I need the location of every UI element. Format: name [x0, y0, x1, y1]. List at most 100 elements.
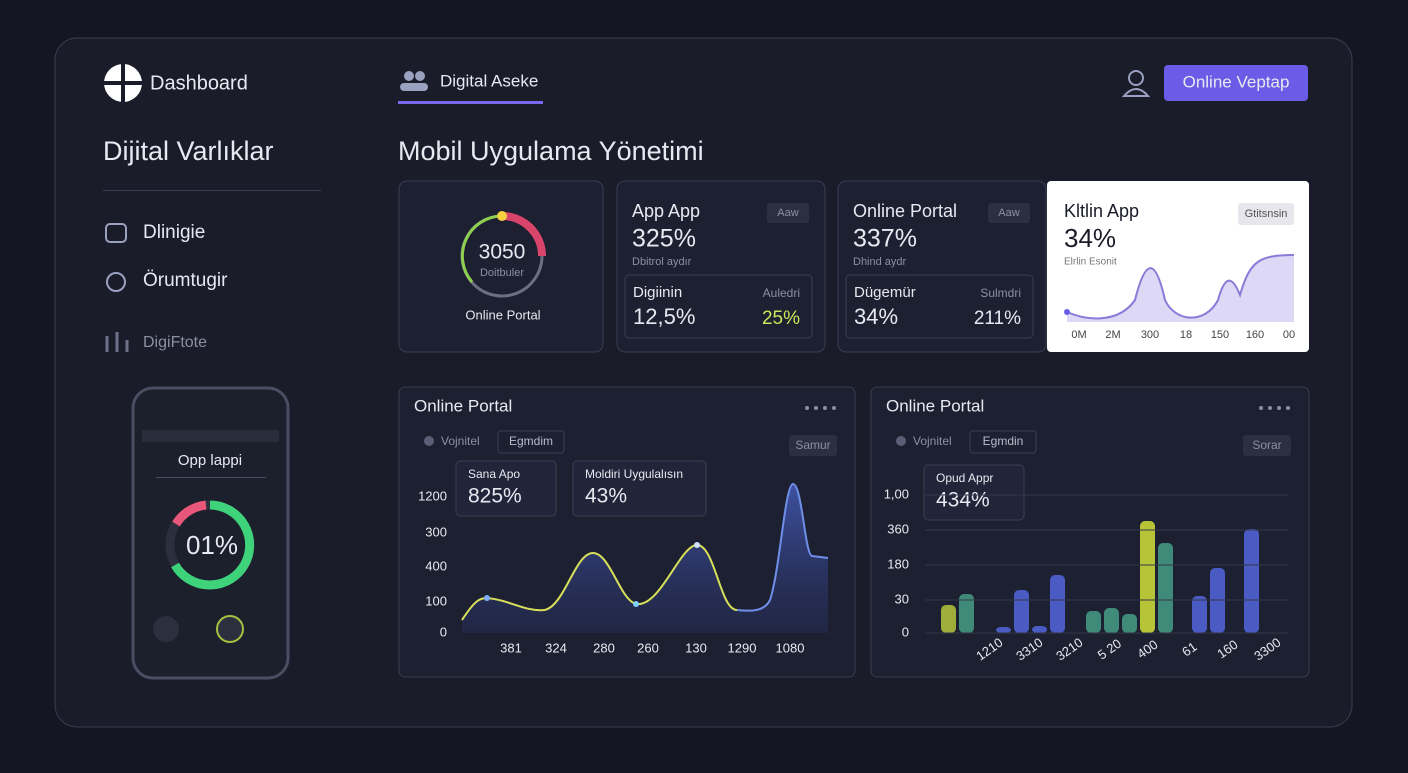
stat-label: Sana Apo [468, 467, 520, 481]
bar [1104, 608, 1119, 633]
y-label: 1,00 [884, 486, 909, 501]
menu-dot [823, 406, 827, 410]
button-label: Sorar [1252, 438, 1281, 452]
card-value: 325% [632, 225, 696, 253]
value: 12,5% [633, 304, 695, 329]
divider [156, 477, 266, 478]
y-label: 300 [425, 524, 447, 539]
card-value: 3050 [479, 241, 526, 264]
card-sub: Doitbuler [480, 267, 524, 279]
y-label: 360 [887, 521, 909, 536]
icon [105, 223, 127, 243]
point [1064, 309, 1070, 315]
badge [1238, 203, 1294, 225]
area [1067, 255, 1294, 322]
icon [105, 332, 129, 352]
menu-item[interactable]: Örumtugir [143, 270, 228, 291]
bar [1244, 529, 1259, 633]
label: Auledri [763, 286, 800, 300]
card-group: App App Aaw 325% Dbitrol aydır Digiinin Auled… [616, 180, 1047, 353]
y-label: 100 [425, 593, 447, 608]
x-label: 61 [1179, 639, 1199, 660]
label: Dügemür [854, 284, 916, 301]
label: Sulmdri [980, 286, 1021, 300]
x-label: 160 [1246, 329, 1264, 341]
badge-label: Aaw [777, 207, 798, 219]
menu-dot [1268, 406, 1272, 410]
stat-value: 825% [468, 485, 522, 508]
main-title: Mobil Uygulama Yönetimi [398, 136, 704, 166]
card [616, 180, 826, 353]
y-label: 400 [425, 558, 447, 573]
gauge-arc [172, 500, 207, 527]
bar [1050, 575, 1065, 633]
phone [131, 386, 290, 680]
card [837, 180, 1047, 353]
inner-box [624, 274, 813, 339]
x-label: 0M [1071, 329, 1086, 341]
card-title: App App [632, 201, 700, 221]
inner-box [845, 274, 1034, 339]
point [633, 601, 639, 607]
x-label: 1290 [728, 640, 757, 655]
chip [497, 430, 565, 454]
point [484, 595, 490, 601]
icon [424, 436, 434, 446]
gauge-value: 01% [186, 530, 238, 560]
chip-label: Egmdin [983, 434, 1024, 448]
stat-box [923, 464, 1025, 521]
bars [941, 521, 1259, 633]
gauge-arc [171, 500, 255, 590]
stat-label: Opud Appr [936, 471, 993, 485]
menu-item[interactable]: DigiFtote [143, 334, 207, 351]
card-title: Online Portal [853, 201, 957, 221]
card-sub: Elrlin Esonit [1064, 257, 1117, 268]
bar [1032, 626, 1047, 633]
bar [1140, 521, 1155, 633]
y-label: 30 [895, 591, 909, 606]
stat-box [455, 460, 557, 517]
badge [988, 203, 1030, 223]
x-label: 324 [545, 640, 567, 655]
bar [1192, 596, 1207, 633]
button[interactable] [789, 435, 837, 456]
card-label: Online Portal [465, 307, 540, 322]
y-label: 0 [440, 624, 447, 639]
bar [1122, 614, 1137, 633]
tab[interactable]: Digital Aseke [440, 71, 538, 90]
value: 25% [762, 308, 800, 329]
bar [996, 627, 1011, 633]
x-label: 2M [1105, 329, 1120, 341]
menu-dot [1286, 406, 1290, 410]
y-label: 0 [902, 624, 909, 639]
phone-button [216, 615, 244, 643]
menu-dot [1259, 406, 1263, 410]
tab-icon [400, 71, 428, 91]
menu-item[interactable]: Dlinigie [143, 222, 205, 243]
x-label: 150 [1211, 329, 1229, 341]
button[interactable] [1164, 65, 1308, 101]
point [694, 542, 700, 548]
divider [103, 190, 321, 191]
chip-label: Egmdim [509, 434, 553, 448]
button-label[interactable]: Online Veptap [1183, 72, 1290, 91]
gauge-arc [501, 212, 546, 257]
stat-label: Moldiri Uygulalısın [585, 467, 683, 481]
bar [1158, 543, 1173, 633]
stat-box [572, 460, 707, 517]
x-label: 260 [637, 640, 659, 655]
x-label: 280 [593, 640, 615, 655]
x-labels: 0M 2M 300 18 150 160 00 [1071, 329, 1295, 341]
badge [767, 203, 809, 223]
line [736, 482, 829, 612]
stat-value: 434% [936, 489, 990, 512]
line [1066, 254, 1295, 320]
button[interactable] [1243, 435, 1291, 456]
value: 34% [854, 304, 898, 329]
menu-dot [1277, 406, 1281, 410]
button-label: Samur [795, 438, 830, 452]
user-icon[interactable] [1121, 70, 1151, 97]
phone-button [153, 616, 179, 642]
x-label: 00 [1283, 329, 1295, 341]
badge-label: Gtitsnsin [1245, 208, 1288, 220]
